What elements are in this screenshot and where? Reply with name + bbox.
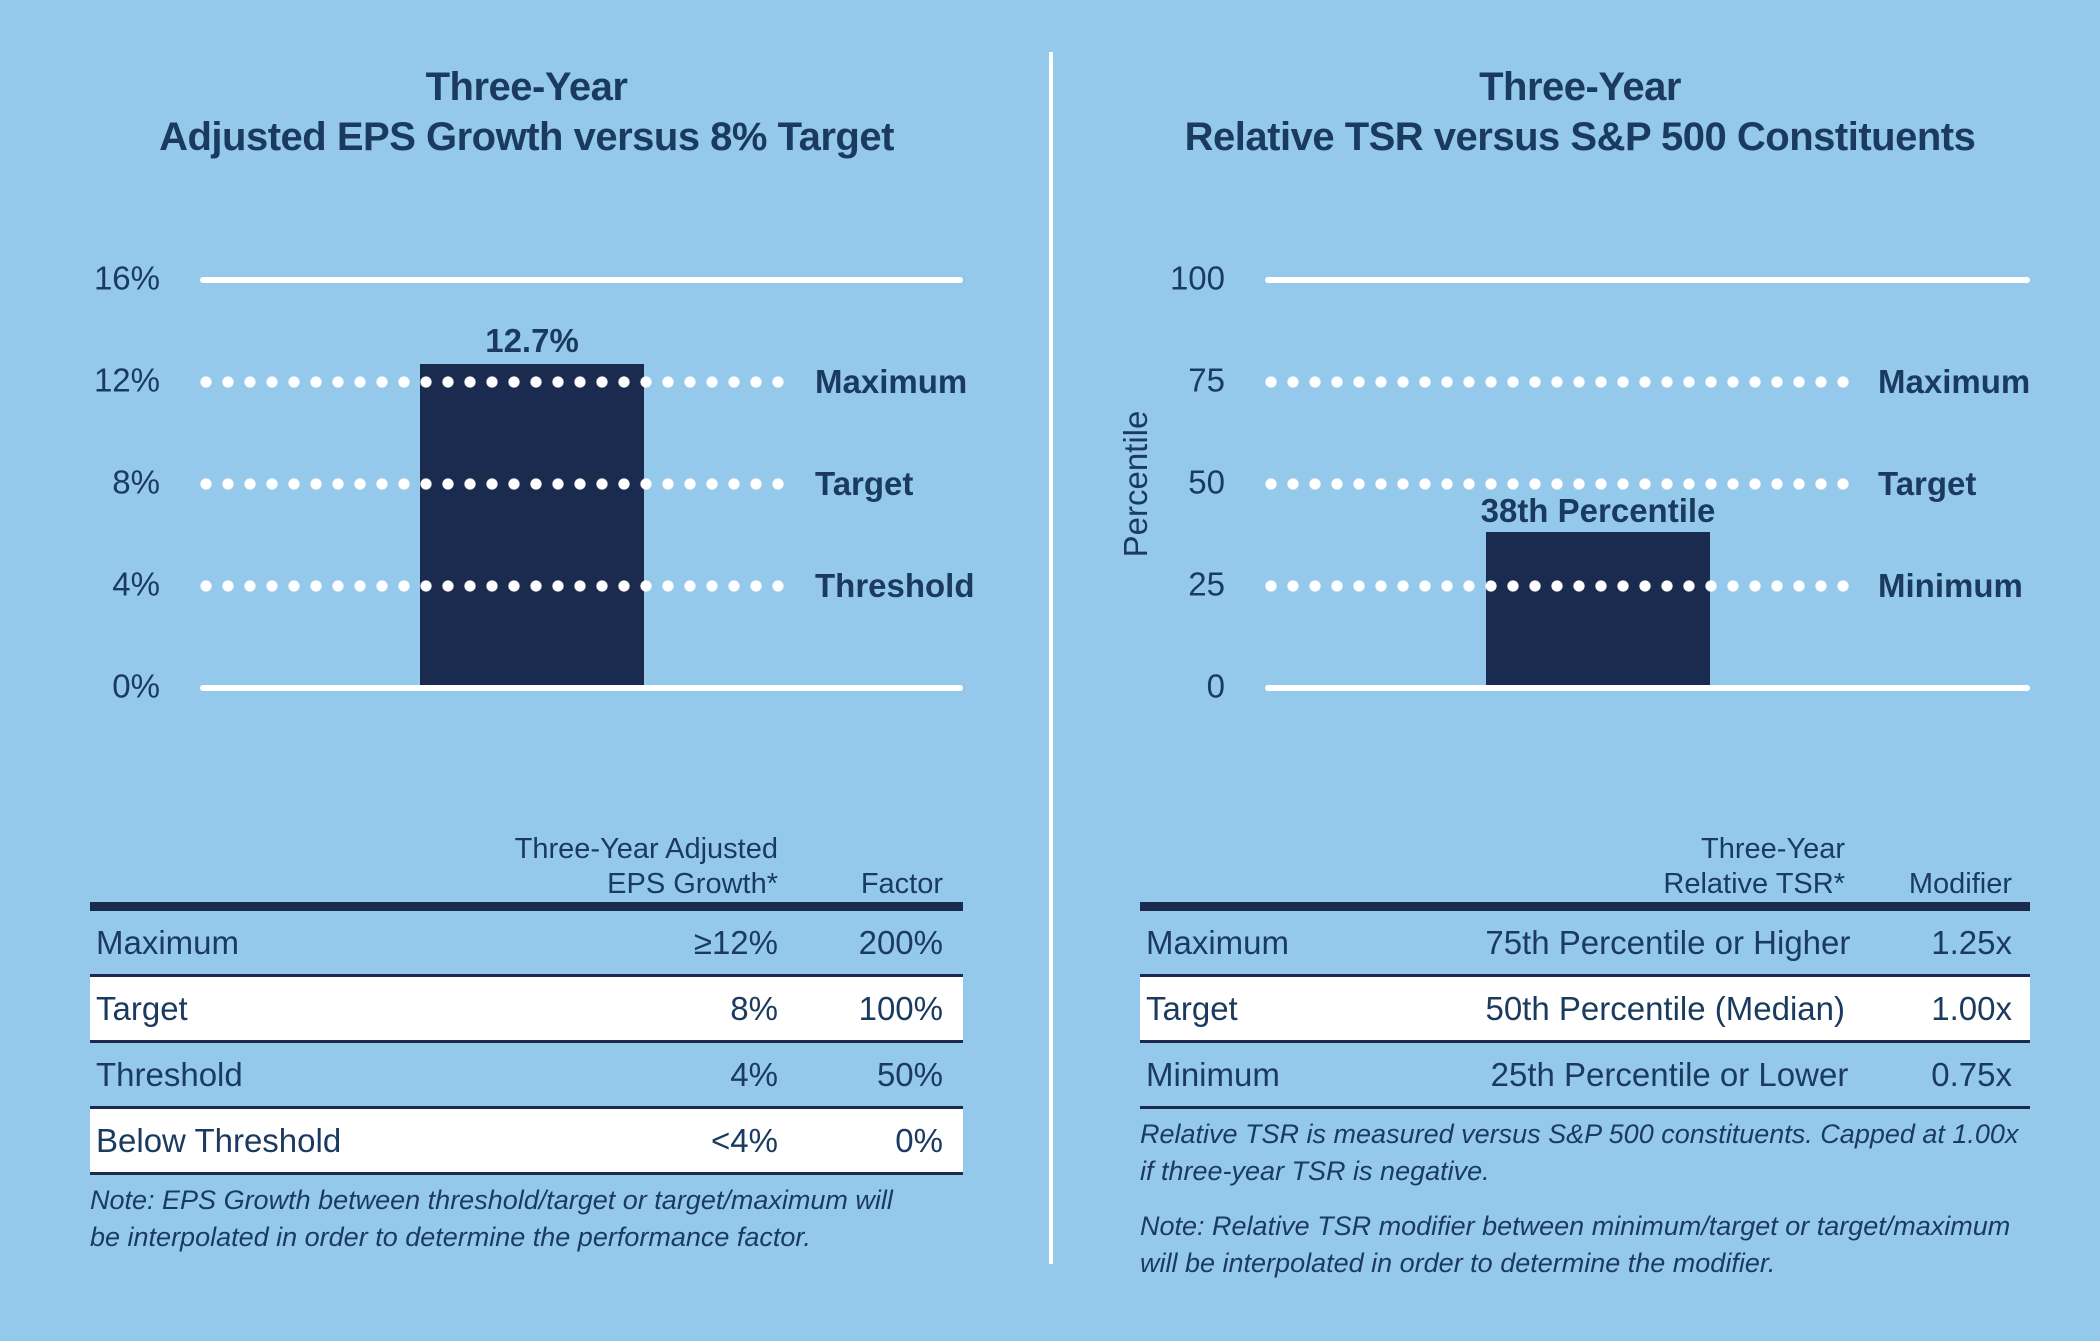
eps-note-text: Note: EPS Growth between threshold/targe…: [90, 1185, 893, 1252]
tsr-chart-title-line2: Relative TSR versus S&P 500 Constituents: [1184, 115, 1976, 159]
tsr-ytick-50: 50: [1188, 463, 1225, 501]
row-growth: 4%: [730, 1055, 778, 1093]
eps-dotted-line-target: [200, 478, 790, 490]
tsr-table-header: Three-Year Relative TSR* Modifier: [1140, 832, 2030, 902]
tsr-ytick-100: 100: [1169, 259, 1225, 297]
eps-table-bottom-rule: [90, 1172, 963, 1175]
eps-bar-value-label: 12.7%: [485, 322, 579, 359]
row-factor: 200%: [858, 923, 943, 961]
row-growth: 8%: [730, 989, 778, 1027]
eps-table-header-growth-line2: EPS Growth*: [607, 868, 778, 900]
eps-ytick-16: 16%: [93, 259, 160, 297]
tsr-table-header-tsr-line1: Three-Year: [1700, 833, 1845, 865]
tsr-ytick-0: 0: [1206, 667, 1225, 705]
row-label: Threshold: [96, 1055, 243, 1093]
row-tsr: 75th Percentile or Higher: [1485, 923, 1851, 961]
tsr-table: Three-Year Relative TSR* Modifier Maximu…: [1140, 832, 2030, 1109]
eps-gridline-top: [200, 277, 963, 283]
eps-table-header-factor: Factor: [860, 868, 943, 900]
row-label: Maximum: [96, 923, 240, 961]
row-label: Maximum: [1146, 923, 1290, 961]
eps-reference-label-threshold: Threshold: [815, 567, 975, 604]
eps-table-row-threshold: Threshold 4% 50%: [90, 1043, 963, 1106]
eps-table-header-growth-line1: Three-Year Adjusted: [514, 833, 778, 865]
tsr-bar-value-label: 38th Percentile: [1480, 492, 1716, 529]
tsr-dotted-line-target: [1265, 478, 1853, 490]
row-label: Below Threshold: [96, 1121, 342, 1159]
row-factor: 50%: [876, 1055, 943, 1093]
tsr-table-row-minimum: Minimum 25th Percentile or Lower 0.75x: [1140, 1043, 2030, 1106]
tsr-note-text: Note: Relative TSR modifier between mini…: [1140, 1211, 2011, 1278]
tsr-chart-title-line1: Three-Year: [1479, 65, 1681, 109]
row-growth: ≥12%: [693, 923, 778, 961]
row-factor: 0%: [895, 1121, 943, 1159]
eps-bar: [420, 364, 644, 686]
eps-table-row-target: Target 8% 100%: [90, 977, 963, 1040]
eps-ytick-8: 8%: [112, 463, 160, 501]
eps-table-header-growth: Three-Year Adjusted EPS Growth*: [448, 832, 778, 902]
tsr-dotted-line-maximum: [1265, 376, 1853, 388]
row-tsr: 25th Percentile or Lower: [1490, 1055, 1849, 1093]
row-growth: <4%: [711, 1121, 778, 1159]
tsr-ytick-75: 75: [1188, 361, 1225, 399]
row-label: Minimum: [1146, 1055, 1280, 1093]
tsr-dotted-line-minimum: [1265, 580, 1853, 592]
eps-gridline-baseline: [200, 685, 963, 691]
tsr-table-row-maximum: Maximum 75th Percentile or Higher 1.25x: [1140, 911, 2030, 974]
eps-ytick-12: 12%: [93, 361, 160, 399]
eps-table-header: Three-Year Adjusted EPS Growth* Factor: [90, 832, 963, 902]
panel-divider: [1049, 52, 1053, 1264]
tsr-table-header-modifier: Modifier: [1908, 868, 2012, 900]
eps-dotted-line-threshold: [200, 580, 790, 592]
row-rule: [90, 1106, 963, 1109]
tsr-notes: Relative TSR is measured versus S&P 500 …: [1140, 1116, 2020, 1300]
tsr-footnote-text: Relative TSR is measured versus S&P 500 …: [1140, 1119, 2019, 1186]
tsr-bar: [1486, 532, 1710, 686]
tsr-table-top-rule: [1140, 902, 2030, 911]
row-modifier: 1.25x: [1931, 923, 2012, 961]
eps-reference-label-maximum: Maximum: [815, 363, 968, 400]
eps-chart-title-line1: Three-Year: [425, 65, 628, 109]
row-label: Target: [96, 989, 188, 1027]
tsr-table-header-tsr-line2: Relative TSR*: [1663, 868, 1845, 900]
row-rule: [90, 1040, 963, 1043]
eps-reference-label-target: Target: [815, 465, 914, 502]
eps-ytick-4: 4%: [112, 565, 160, 603]
eps-chart-title: Three-Year Adjusted EPS Growth versus 8%…: [90, 62, 963, 162]
row-label: Target: [1146, 989, 1238, 1027]
row-modifier: 0.75x: [1931, 1055, 2012, 1093]
tsr-reference-label-maximum: Maximum: [1878, 363, 2031, 400]
tsr-ytick-25: 25: [1188, 565, 1225, 603]
eps-ytick-0: 0%: [112, 667, 160, 705]
row-rule: [90, 974, 963, 977]
tsr-gridline-top: [1265, 277, 2030, 283]
eps-chart-title-line2: Adjusted EPS Growth versus 8% Target: [159, 115, 894, 159]
tsr-reference-label-minimum: Minimum: [1878, 567, 2023, 604]
eps-table: Three-Year Adjusted EPS Growth* Factor M…: [90, 832, 963, 1175]
tsr-table-bottom-rule: [1140, 1106, 2030, 1109]
tsr-gridline-baseline: [1265, 685, 2030, 691]
eps-table-row-maximum: Maximum ≥12% 200%: [90, 911, 963, 974]
tsr-table-header-tsr: Three-Year Relative TSR*: [1265, 832, 1845, 902]
tsr-table-row-target: Target 50th Percentile (Median) 1.00x: [1140, 977, 2030, 1040]
row-modifier: 1.00x: [1931, 989, 2012, 1027]
eps-note: Note: EPS Growth between threshold/targe…: [90, 1182, 910, 1274]
row-rule: [1140, 1040, 2030, 1043]
tsr-chart-title: Three-Year Relative TSR versus S&P 500 C…: [1115, 62, 2045, 162]
tsr-reference-label-target: Target: [1878, 465, 1977, 502]
row-rule: [1140, 974, 2030, 977]
eps-table-row-below-threshold: Below Threshold <4% 0%: [90, 1109, 963, 1172]
eps-table-top-rule: [90, 902, 963, 911]
eps-dotted-line-maximum: [200, 376, 790, 388]
row-tsr: 50th Percentile (Median): [1485, 989, 1845, 1027]
row-factor: 100%: [858, 989, 943, 1027]
